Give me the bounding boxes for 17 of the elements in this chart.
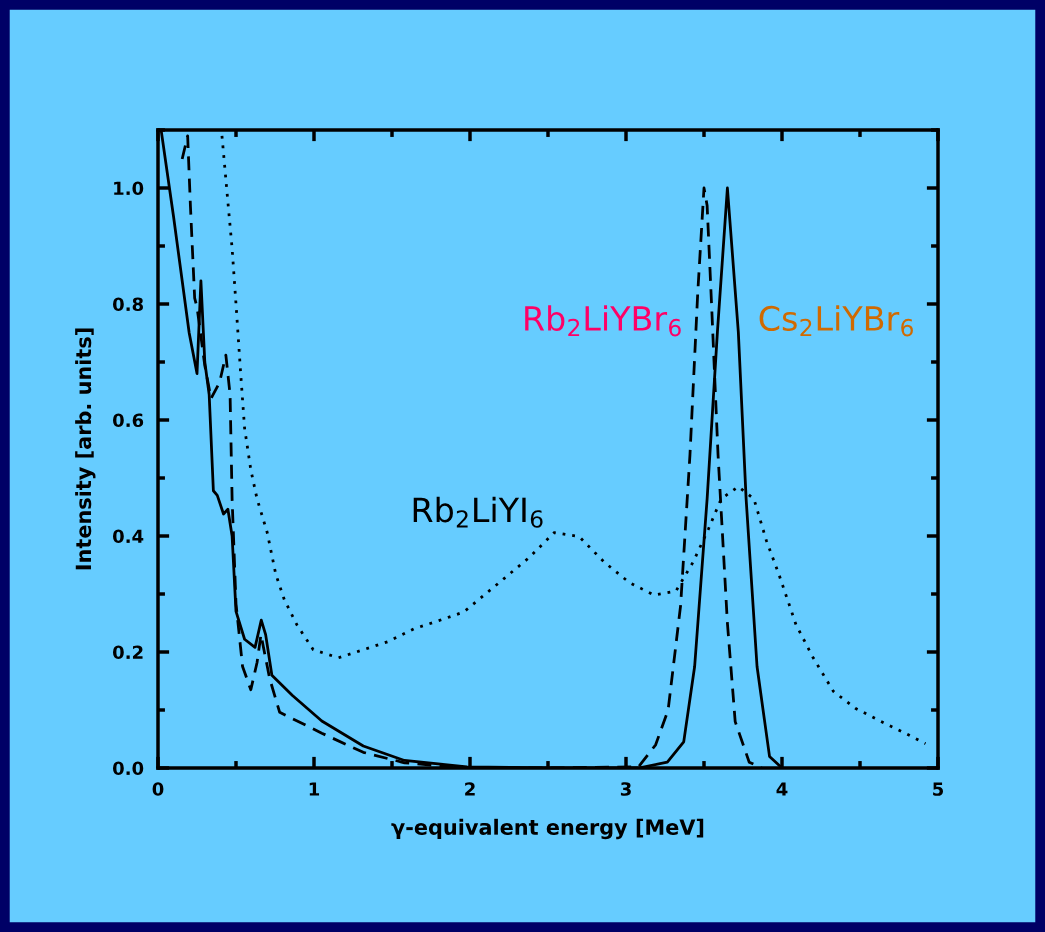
series-label: Rb$_{2}$LiYI$_{6}$ — [413, 496, 543, 528]
x-tick-label: 1 — [309, 782, 320, 796]
x-tick-label: 5 — [933, 782, 944, 796]
x-tick-label: 0 — [152, 782, 164, 796]
x-tick-label: 4 — [776, 782, 788, 796]
y-tick-label: 0.0 — [112, 761, 144, 776]
y-tick-label: 0.6 — [112, 413, 144, 428]
series-label: Rb$_{2}$LiYBr$_{6}$ — [525, 305, 681, 337]
y-tick-label: 0.4 — [112, 529, 144, 544]
x-tick-label: 3 — [620, 782, 631, 796]
x-axis-title: γ-equivalent energy [MeV] — [391, 818, 704, 840]
x-tick-label: 2 — [465, 782, 475, 796]
y-axis-title: Intensity [arb. units] — [75, 328, 96, 570]
legend-label: Cs$_{2}$LiYBr$_{6}$ — [759, 305, 913, 337]
y-tick-label: 0.2 — [112, 645, 143, 660]
y-tick-label: 1.0 — [114, 181, 144, 196]
y-tick-label: 0.8 — [112, 297, 143, 312]
